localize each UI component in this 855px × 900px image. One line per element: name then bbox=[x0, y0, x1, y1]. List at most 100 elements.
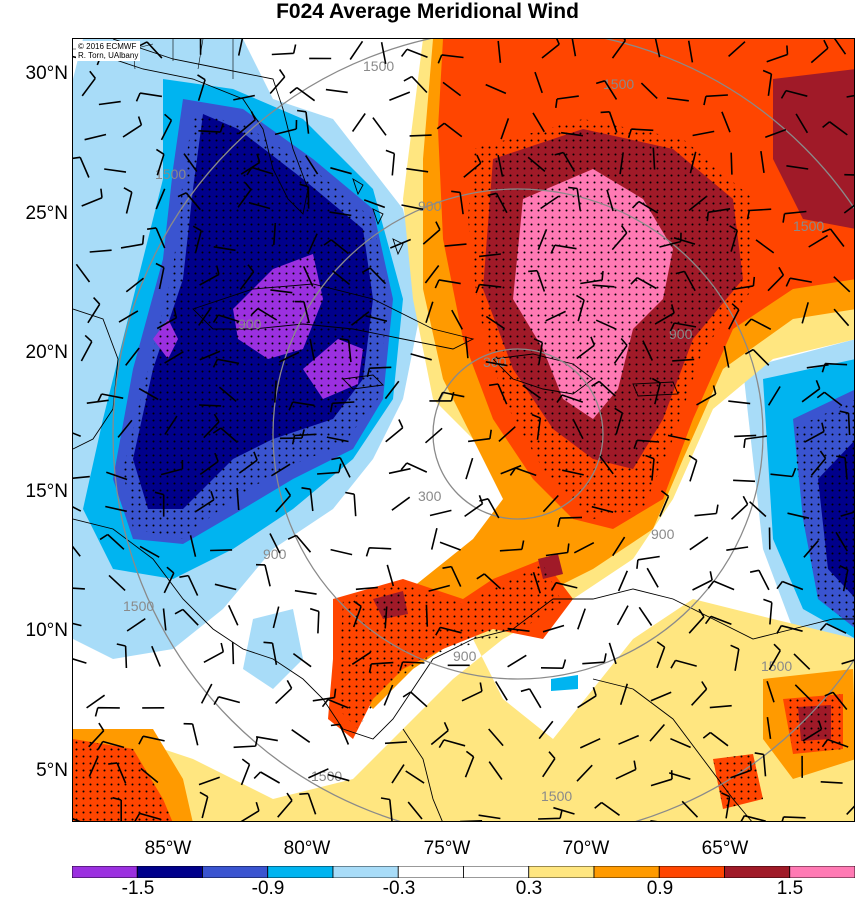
wind-barb bbox=[108, 762, 127, 784]
wind-barb bbox=[73, 506, 82, 512]
wind-barb bbox=[667, 434, 690, 441]
wind-barb bbox=[117, 419, 133, 438]
wind-barb bbox=[821, 362, 848, 373]
wind-barb bbox=[429, 391, 455, 402]
wind-barb bbox=[464, 750, 475, 778]
wind-barb bbox=[116, 643, 128, 669]
ring-label-300-top: 300 bbox=[483, 354, 507, 370]
wind-barb bbox=[730, 644, 740, 671]
wind-barb bbox=[263, 641, 278, 665]
wind-barb bbox=[160, 113, 173, 141]
wind-barb bbox=[81, 70, 96, 97]
wind-barb bbox=[557, 516, 583, 527]
wind-barb bbox=[401, 204, 424, 211]
wind-barb bbox=[669, 322, 697, 332]
wind-barb bbox=[488, 728, 504, 747]
wind-barb bbox=[198, 123, 224, 133]
wind-barb bbox=[307, 233, 318, 255]
wind-barb bbox=[240, 758, 251, 786]
wind-barb bbox=[500, 118, 510, 140]
wind-barb bbox=[707, 580, 735, 591]
wind-barb bbox=[88, 756, 99, 777]
wind-barb bbox=[638, 606, 653, 626]
wind-barb bbox=[476, 573, 502, 590]
wind-barb bbox=[666, 97, 689, 102]
wind-barb bbox=[236, 488, 240, 511]
wind-barb bbox=[688, 608, 705, 634]
wind-barb bbox=[692, 130, 715, 137]
wind-barb bbox=[833, 39, 847, 55]
wind-barb bbox=[577, 686, 597, 709]
wind-barb bbox=[155, 262, 165, 290]
wind-barb bbox=[613, 337, 628, 364]
wind-barb bbox=[451, 190, 464, 215]
wind-barb bbox=[614, 407, 624, 435]
wind-barb bbox=[617, 570, 629, 592]
wind-barb bbox=[819, 622, 847, 634]
wind-barb bbox=[618, 734, 640, 745]
ring-label-1500-se: 1500 bbox=[761, 658, 792, 674]
wind-barb bbox=[691, 681, 708, 706]
wind-barb bbox=[555, 95, 579, 109]
wind-barb bbox=[272, 606, 280, 629]
wind-barb bbox=[269, 533, 281, 554]
wind-barb bbox=[821, 738, 849, 748]
wind-barb bbox=[497, 154, 504, 177]
wind-barb bbox=[391, 496, 411, 511]
wind-barb bbox=[363, 199, 386, 209]
range-ring-1500 bbox=[112, 39, 854, 821]
wind-barb bbox=[500, 464, 522, 475]
wind-barb bbox=[465, 457, 474, 480]
wind-barb bbox=[84, 133, 107, 141]
wind-barb bbox=[437, 391, 465, 401]
wind-barb bbox=[125, 277, 144, 293]
wind-barb bbox=[595, 319, 617, 330]
wind-barb bbox=[846, 94, 854, 98]
wind-barb bbox=[352, 600, 362, 628]
wind-barb bbox=[562, 469, 584, 476]
wind-barb bbox=[733, 479, 756, 483]
wind-barb bbox=[631, 200, 659, 214]
wind-barb bbox=[163, 566, 175, 594]
wind-barb bbox=[183, 153, 198, 172]
wind-barb bbox=[329, 211, 352, 217]
wind-barb bbox=[199, 791, 209, 819]
wind-barb bbox=[237, 39, 244, 56]
stipple-se bbox=[785, 694, 843, 754]
wind-barb bbox=[766, 45, 789, 63]
wind-barb bbox=[435, 626, 462, 636]
lat-label-10n: 10°N bbox=[25, 620, 68, 641]
wind-barb bbox=[400, 48, 428, 59]
wind-barb bbox=[87, 297, 101, 324]
wind-barb bbox=[670, 737, 691, 749]
wind-barb bbox=[199, 265, 220, 286]
wind-barb bbox=[580, 271, 604, 285]
wind-barb bbox=[485, 315, 506, 330]
ring-label-1500-west: 1500 bbox=[123, 598, 154, 614]
wind-barb bbox=[702, 731, 729, 747]
colorbar-label-0-3: 0.3 bbox=[515, 878, 543, 899]
wind-barb bbox=[498, 426, 516, 442]
wind-barb bbox=[786, 165, 809, 170]
coastline-jamaica bbox=[342, 374, 384, 390]
wind-barb bbox=[296, 109, 310, 134]
wind-barb bbox=[844, 173, 854, 176]
wind-barb bbox=[366, 366, 392, 378]
wind-barb bbox=[636, 555, 660, 569]
wind-barb bbox=[822, 121, 848, 136]
wind-barb bbox=[213, 696, 241, 705]
wind-barb bbox=[485, 83, 507, 95]
wind-barb bbox=[507, 627, 530, 632]
wind-barb bbox=[675, 270, 696, 292]
wind-barb bbox=[120, 235, 145, 249]
wind-barb bbox=[527, 156, 546, 173]
wind-barb bbox=[270, 463, 291, 477]
wind-barb bbox=[573, 541, 595, 554]
wind-barb bbox=[509, 467, 537, 477]
ring-label-900-left: 900 bbox=[238, 316, 262, 332]
wind-barb bbox=[278, 351, 300, 363]
wind-barb bbox=[532, 112, 545, 133]
wind-barb bbox=[277, 792, 293, 818]
lat-label-20n: 20°N bbox=[25, 342, 68, 363]
wind-barb bbox=[309, 607, 320, 634]
